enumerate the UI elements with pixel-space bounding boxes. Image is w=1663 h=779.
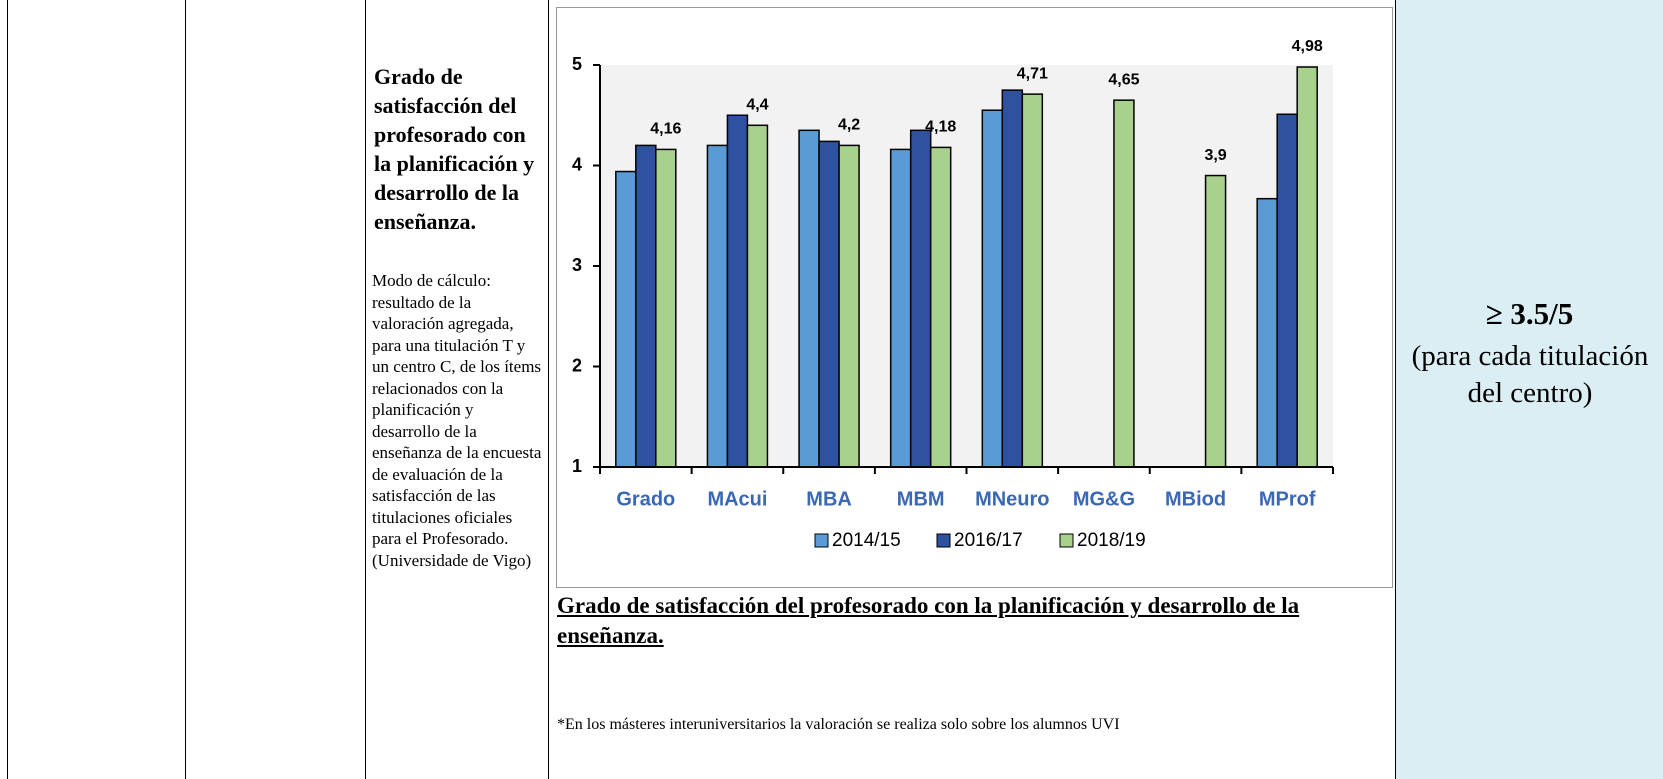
- legend-label: 2018/19: [1077, 530, 1146, 551]
- data-label: 4,4: [746, 97, 768, 114]
- bar: [1021, 93, 1044, 468]
- bar: [1113, 99, 1135, 468]
- indicator-method: Modo de cálculo: resultado de la valorac…: [362, 270, 542, 571]
- bar: [981, 109, 1004, 468]
- target-note: (para cada titulación del centro): [1411, 340, 1649, 409]
- y-tick-label: 3: [572, 255, 582, 275]
- y-tick-label: 4: [572, 154, 582, 174]
- bar: [1256, 197, 1278, 468]
- cell-border: [1395, 0, 1396, 779]
- bar: [655, 148, 677, 468]
- cell-border: [548, 0, 549, 779]
- footnote: *En los másteres interuniversitarios la …: [557, 716, 1120, 733]
- y-tick-label: 5: [572, 54, 582, 74]
- x-tick-label: MBM: [897, 488, 945, 510]
- data-label: 3,9: [1204, 147, 1226, 164]
- legend-swatch: [814, 533, 829, 548]
- x-tick-label: MProf: [1259, 488, 1316, 510]
- chart-caption: Grado de satisfacción del profesorado co…: [557, 593, 1300, 648]
- target-value: ≥ 3.5/5: [1485, 296, 1574, 331]
- x-tick-label: MNeuro: [975, 488, 1049, 510]
- bar: [746, 124, 769, 468]
- bar: [615, 170, 637, 468]
- bar: [818, 140, 840, 468]
- x-tick-label: MBiod: [1165, 488, 1226, 510]
- legend-swatch: [1059, 533, 1074, 548]
- y-tick-label: 1: [572, 456, 582, 476]
- bar: [726, 114, 749, 468]
- bar: [889, 148, 912, 468]
- method-source: (Universidade de Vigo): [372, 550, 532, 570]
- bar: [798, 129, 820, 468]
- target-column: [1396, 0, 1663, 779]
- chart: 1 2 3 4 5 Grado 4,16 MAcui 4,4 MBA 4,2 MBM 4,18 MNeur…: [556, 7, 1393, 588]
- x-tick-label: MBA: [806, 488, 852, 510]
- data-label: 4,2: [838, 117, 860, 134]
- x-tick-label: Grado: [616, 488, 675, 510]
- x-tick-label: MAcui: [707, 488, 767, 510]
- cell-border: [365, 0, 366, 779]
- bar: [635, 144, 657, 468]
- method-text: Modo de cálculo: resultado de la valorac…: [372, 271, 542, 548]
- bar: [706, 144, 729, 468]
- bar: [909, 129, 932, 468]
- legend-label: 2014/15: [832, 530, 901, 551]
- data-label: 4,98: [1292, 38, 1323, 55]
- data-label: 4,65: [1108, 71, 1139, 88]
- data-label: 4,71: [1017, 65, 1048, 82]
- bar: [1276, 113, 1298, 468]
- indicator-title: Grado de satisfacción del profesorado co…: [374, 64, 535, 234]
- bar: [1001, 89, 1024, 468]
- legend-label: 2016/17: [954, 530, 1023, 551]
- data-label: 4,18: [925, 119, 956, 136]
- bar: [929, 146, 952, 468]
- data-label: 4,16: [650, 121, 681, 138]
- bar: [1296, 66, 1318, 468]
- cell-border: [185, 0, 186, 779]
- legend-swatch: [936, 533, 951, 548]
- x-tick-label: MG&G: [1073, 488, 1135, 510]
- cell-border: [7, 0, 8, 779]
- bar: [1204, 174, 1227, 468]
- bar: [838, 144, 860, 468]
- y-tick-label: 2: [572, 355, 582, 375]
